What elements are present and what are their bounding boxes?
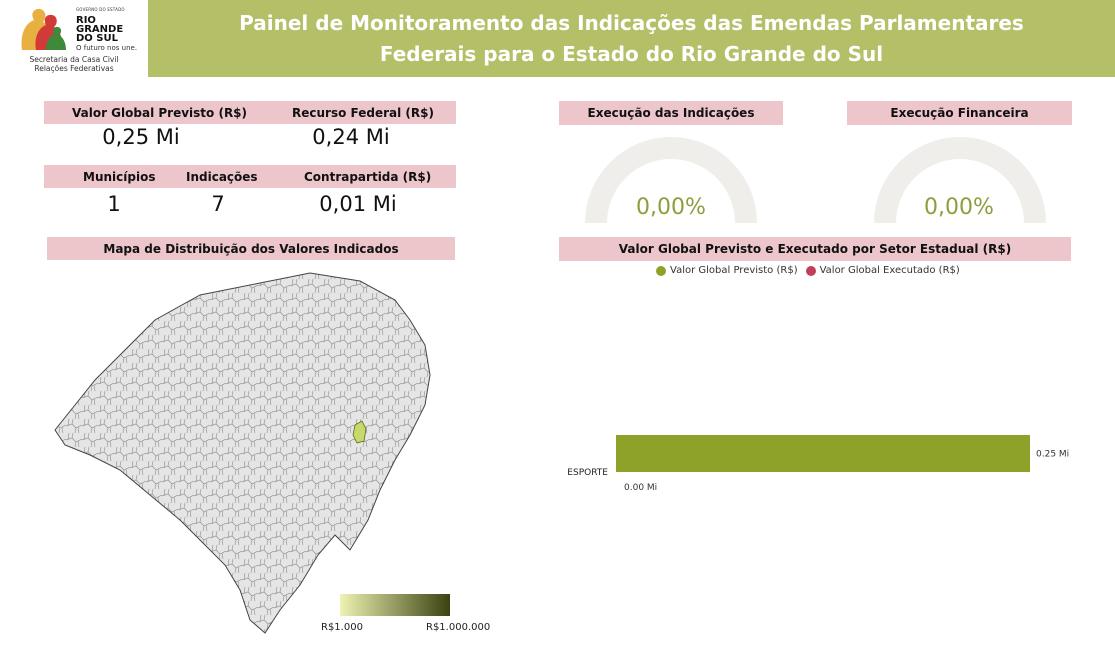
- legend-previsto-marker: [656, 265, 666, 276]
- bar-chart-title-strip: Valor Global Previsto e Executado por Se…: [559, 237, 1071, 261]
- valor-global-label: Valor Global Previsto (R$): [72, 105, 248, 120]
- logo-secretaria: Secretaria da Casa Civil Relações Federa…: [29, 55, 119, 73]
- page-title-line1: Painel de Monitoramento das Indicações d…: [239, 10, 1024, 35]
- gauge-track: [874, 137, 1046, 224]
- execucao-financeira-label: Execução Financeira: [890, 106, 1029, 120]
- bar-previsto[interactable]: [616, 435, 1030, 472]
- header-title-bar: Painel de Monitoramento das Indicações d…: [148, 0, 1115, 77]
- bar-chart[interactable]: ESPORTE 0.25 Mi 0.00 Mi: [560, 420, 1080, 510]
- map-title: Mapa de Distribuição dos Valores Indicad…: [103, 241, 399, 256]
- recurso-federal-label: Recurso Federal (R$): [292, 105, 434, 120]
- indicacoes-label: Indicações: [186, 169, 258, 184]
- map-color-scale: [340, 594, 450, 616]
- chart-legend: Valor Global Previsto (R$) Valor Global …: [656, 265, 960, 276]
- execucao-financeira-strip: Execução Financeira: [847, 101, 1072, 125]
- category-label: ESPORTE: [567, 468, 608, 478]
- scale-min-label: R$1.000: [321, 622, 363, 633]
- execucao-indicacoes-value: 0,00%: [636, 195, 706, 220]
- legend-executado-marker: [805, 265, 816, 276]
- rs-municipalities-map[interactable]: [50, 265, 440, 640]
- gauge-execucao-financeira[interactable]: [874, 137, 1046, 227]
- rs-government-logo-icon: [21, 8, 66, 50]
- gauge-track: [585, 137, 757, 224]
- logo-name: RIO GRANDE DO SUL: [76, 15, 124, 44]
- indicacoes-value[interactable]: 7: [211, 192, 225, 216]
- map-title-strip: Mapa de Distribuição dos Valores Indicad…: [47, 237, 455, 260]
- valor-global-value[interactable]: 0,25 Mi: [102, 125, 180, 149]
- logo-tagline: O futuro nos une.: [76, 44, 138, 52]
- gauge-execucao-indicacoes[interactable]: [585, 137, 757, 227]
- execucao-financeira-value: 0,00%: [924, 195, 994, 220]
- contrapartida-value[interactable]: 0,01 Mi: [319, 192, 397, 216]
- municipios-label: Municípios: [83, 169, 156, 184]
- data-label-executado: 0.00 Mi: [624, 483, 657, 493]
- kpi-strip-top: Valor Global Previsto (R$) Recurso Feder…: [44, 101, 456, 124]
- logo-small-text: GOVERNO DO ESTADO: [76, 7, 125, 12]
- logo-area: GOVERNO DO ESTADO RIO GRANDE DO SUL O fu…: [0, 0, 148, 78]
- legend-executado-label[interactable]: Valor Global Executado (R$): [819, 265, 960, 276]
- legend-previsto-label[interactable]: Valor Global Previsto (R$): [670, 265, 798, 276]
- kpi-strip-bottom: Municípios Indicações Contrapartida (R$): [44, 165, 456, 188]
- bar-chart-title: Valor Global Previsto e Executado por Se…: [618, 242, 1012, 256]
- execucao-indicacoes-label: Execução das Indicações: [587, 106, 755, 120]
- contrapartida-label: Contrapartida (R$): [304, 169, 432, 184]
- data-label-previsto: 0.25 Mi: [1036, 450, 1069, 460]
- page-title-line2: Federais para o Estado do Rio Grande do …: [379, 41, 884, 66]
- execucao-indicacoes-strip: Execução das Indicações: [559, 101, 783, 125]
- municipios-value[interactable]: 1: [107, 192, 121, 216]
- recurso-federal-value[interactable]: 0,24 Mi: [312, 125, 390, 149]
- scale-max-label: R$1.000.000: [426, 622, 491, 633]
- highlighted-municipality: [352, 420, 367, 444]
